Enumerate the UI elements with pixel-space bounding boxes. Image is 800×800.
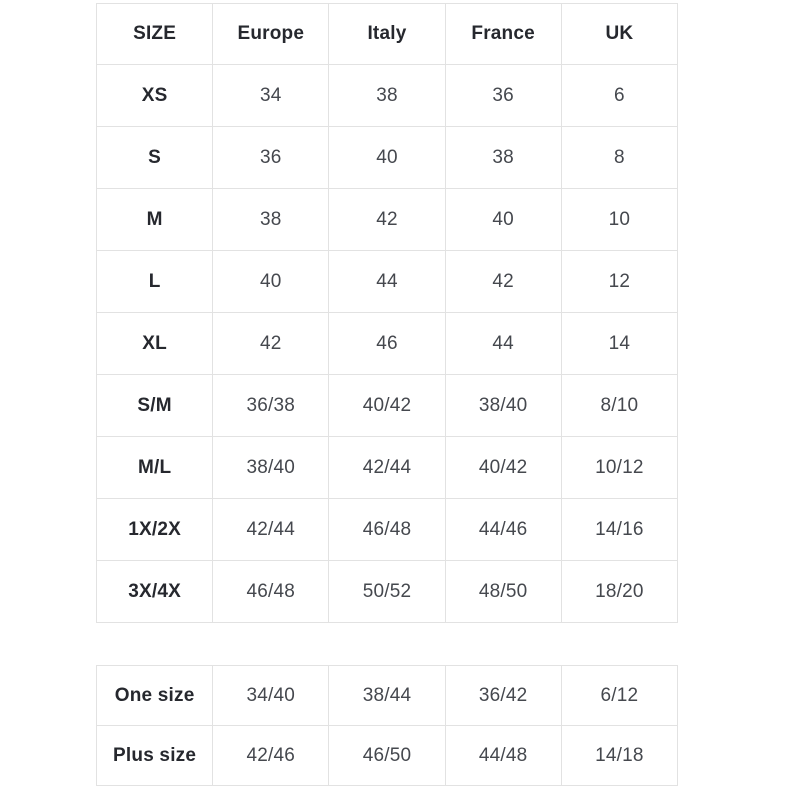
column-header-uk: UK	[560, 3, 679, 65]
uk-value: 6	[560, 64, 679, 127]
italy-value: 44	[328, 250, 446, 313]
size-label: XS	[95, 64, 214, 127]
france-value: 44	[444, 312, 562, 375]
europe-value: 38	[212, 188, 330, 251]
france-value: 40	[444, 188, 562, 251]
column-header-europe: Europe	[212, 3, 330, 65]
table-row-m: M 38 42 40 10	[95, 188, 679, 251]
italy-value: 42	[328, 188, 446, 251]
table-row-m-l: M/L 38/40 42/44 40/42 10/12	[95, 436, 679, 499]
uk-value: 10/12	[560, 436, 679, 499]
europe-value: 34	[212, 64, 330, 127]
column-header-france: France	[444, 3, 562, 65]
france-value: 44/48	[444, 725, 562, 786]
europe-value: 36/38	[212, 374, 330, 437]
france-value: 48/50	[444, 560, 562, 623]
size-label: 3X/4X	[95, 560, 214, 623]
table-row-l: L 40 44 42 12	[95, 250, 679, 313]
france-value: 38/40	[444, 374, 562, 437]
italy-value: 40	[328, 126, 446, 189]
france-value: 42	[444, 250, 562, 313]
france-value: 40/42	[444, 436, 562, 499]
italy-value: 38/44	[328, 665, 446, 726]
uk-value: 14	[560, 312, 679, 375]
italy-value: 46/48	[328, 498, 446, 561]
europe-value: 38/40	[212, 436, 330, 499]
size-label: S	[95, 126, 214, 189]
size-label: 1X/2X	[95, 498, 214, 561]
italy-value: 46	[328, 312, 446, 375]
france-value: 38	[444, 126, 562, 189]
size-label: M/L	[95, 436, 214, 499]
table-row-xs: XS 34 38 36 6	[95, 64, 679, 127]
uk-value: 12	[560, 250, 679, 313]
table-row-one-size: One size 34/40 38/44 36/42 6/12	[95, 665, 679, 726]
table-row-s: S 36 40 38 8	[95, 126, 679, 189]
italy-value: 40/42	[328, 374, 446, 437]
table-header-row: SIZE Europe Italy France UK	[95, 3, 679, 65]
size-label: S/M	[95, 374, 214, 437]
table-row-1x-2x: 1X/2X 42/44 46/48 44/46 14/16	[95, 498, 679, 561]
uk-value: 6/12	[560, 665, 679, 726]
europe-value: 40	[212, 250, 330, 313]
uk-value: 14/16	[560, 498, 679, 561]
italy-value: 46/50	[328, 725, 446, 786]
special-size-table: One size 34/40 38/44 36/42 6/12 Plus siz…	[95, 665, 679, 786]
size-label: M	[95, 188, 214, 251]
size-conversion-table: SIZE Europe Italy France UK XS 34 38 36 …	[95, 3, 679, 623]
size-label: L	[95, 250, 214, 313]
italy-value: 42/44	[328, 436, 446, 499]
uk-value: 18/20	[560, 560, 679, 623]
uk-value: 10	[560, 188, 679, 251]
table-row-xl: XL 42 46 44 14	[95, 312, 679, 375]
uk-value: 8/10	[560, 374, 679, 437]
france-value: 36	[444, 64, 562, 127]
france-value: 36/42	[444, 665, 562, 726]
europe-value: 34/40	[212, 665, 330, 726]
column-header-italy: Italy	[328, 3, 446, 65]
uk-value: 14/18	[560, 725, 679, 786]
france-value: 44/46	[444, 498, 562, 561]
europe-value: 42/44	[212, 498, 330, 561]
italy-value: 38	[328, 64, 446, 127]
size-label: One size	[95, 665, 214, 726]
uk-value: 8	[560, 126, 679, 189]
italy-value: 50/52	[328, 560, 446, 623]
table-row-s-m: S/M 36/38 40/42 38/40 8/10	[95, 374, 679, 437]
europe-value: 42/46	[212, 725, 330, 786]
size-label: Plus size	[95, 725, 214, 786]
column-header-size: SIZE	[95, 3, 214, 65]
table-row-3x-4x: 3X/4X 46/48 50/52 48/50 18/20	[95, 560, 679, 623]
europe-value: 42	[212, 312, 330, 375]
table-row-plus-size: Plus size 42/46 46/50 44/48 14/18	[95, 725, 679, 786]
europe-value: 46/48	[212, 560, 330, 623]
size-label: XL	[95, 312, 214, 375]
europe-value: 36	[212, 126, 330, 189]
